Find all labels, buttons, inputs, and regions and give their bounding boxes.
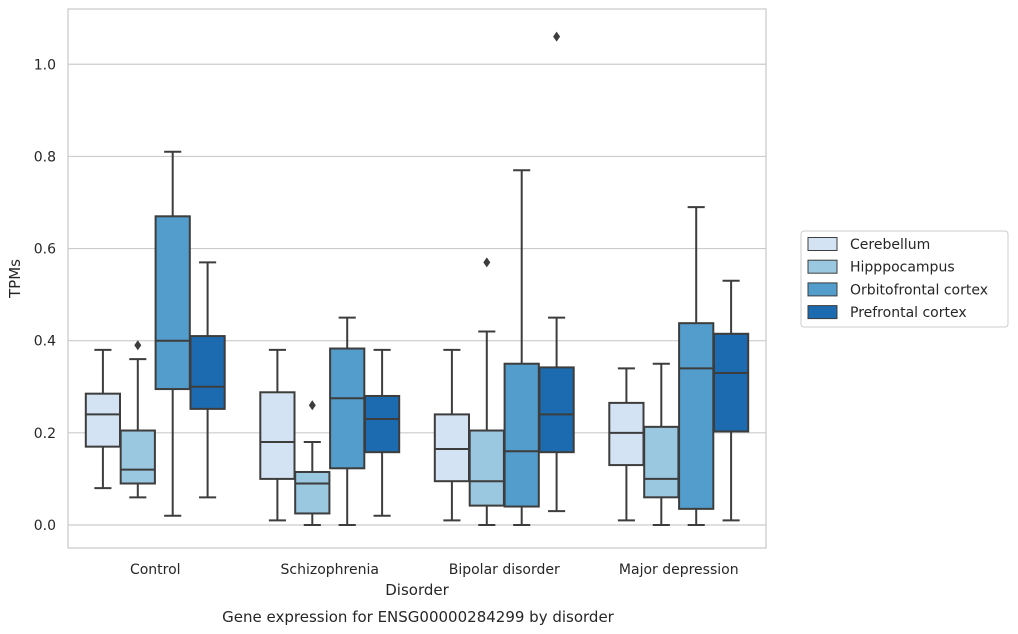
iqr-box [643,425,680,499]
x-tick-label: Bipolar disorder [449,562,560,578]
iqr-box [712,332,750,433]
box-orbitofrontal-cortex [154,150,191,517]
y-tick-label: 0.0 [34,518,56,534]
legend-frame [800,230,1009,328]
iqr-box [503,362,540,508]
iqr-box [119,429,156,485]
boxes [84,31,750,526]
legend-swatch [807,305,838,320]
y-tick-label: 1.0 [34,57,56,73]
outlier-marker [553,31,561,42]
legend-label: Hipppocampus [850,260,955,276]
box-prefrontal-cortex [538,31,575,513]
box-hipppocampus [468,257,505,526]
box-prefrontal-cortex [712,279,750,522]
iqr-box [154,215,191,391]
outlier-marker [483,257,491,268]
legend-swatch [807,259,838,274]
y-tick-label: 0.4 [34,334,56,350]
box-cerebellum [84,348,122,490]
x-tick-label: Control [130,562,181,578]
box-cerebellum [433,348,471,522]
legend-label: Cerebellum [850,237,930,253]
iqr-box [329,347,366,470]
iqr-box [363,394,401,454]
box-prefrontal-cortex [363,348,401,517]
iqr-box [608,401,645,467]
box-hipppocampus [119,340,156,499]
legend-swatch [807,282,838,297]
iqr-box [433,413,471,483]
box-orbitofrontal-cortex [329,316,366,526]
x-tick-labels: Control Schizophrenia Bipolar disorder Majo… [130,562,739,578]
legend-swatch [807,237,838,251]
iqr-box [468,429,505,507]
box-cerebellum [608,367,645,522]
iqr-box [678,322,715,510]
legend-label: Orbitofrontal cortex [850,282,988,298]
outlier-marker [308,400,316,411]
box-prefrontal-cortex [189,261,226,499]
iqr-box [84,392,122,448]
plot-frame [67,8,767,549]
box-cerebellum [259,348,296,522]
y-tick-label: 0.6 [34,242,56,258]
y-tick-label: 0.8 [34,149,56,165]
x-tick-label: Major depression [619,562,739,578]
iqr-box [259,391,296,480]
y-axis-label: TPMs [6,259,24,299]
chart-caption: Gene expression for ENSG00000284299 by d… [222,608,615,626]
x-tick-label: Schizophrenia [281,562,379,578]
box-hipppocampus [294,400,331,526]
legend: Cerebellum Hipppocampus Orbitofrontal cort… [800,230,1009,328]
box-hipppocampus [643,362,680,526]
iqr-box [189,335,226,410]
box-orbitofrontal-cortex [678,206,715,526]
y-tick-label: 0.2 [34,426,56,442]
iqr-box [294,470,331,515]
y-tick-labels: 0.0 0.2 0.4 0.6 0.8 1.0 [34,57,56,534]
iqr-box [538,366,575,454]
legend-label: Prefrontal cortex [850,305,967,321]
x-axis-label: Disorder [385,581,449,599]
outlier-marker [134,340,142,351]
box-orbitofrontal-cortex [503,169,540,526]
